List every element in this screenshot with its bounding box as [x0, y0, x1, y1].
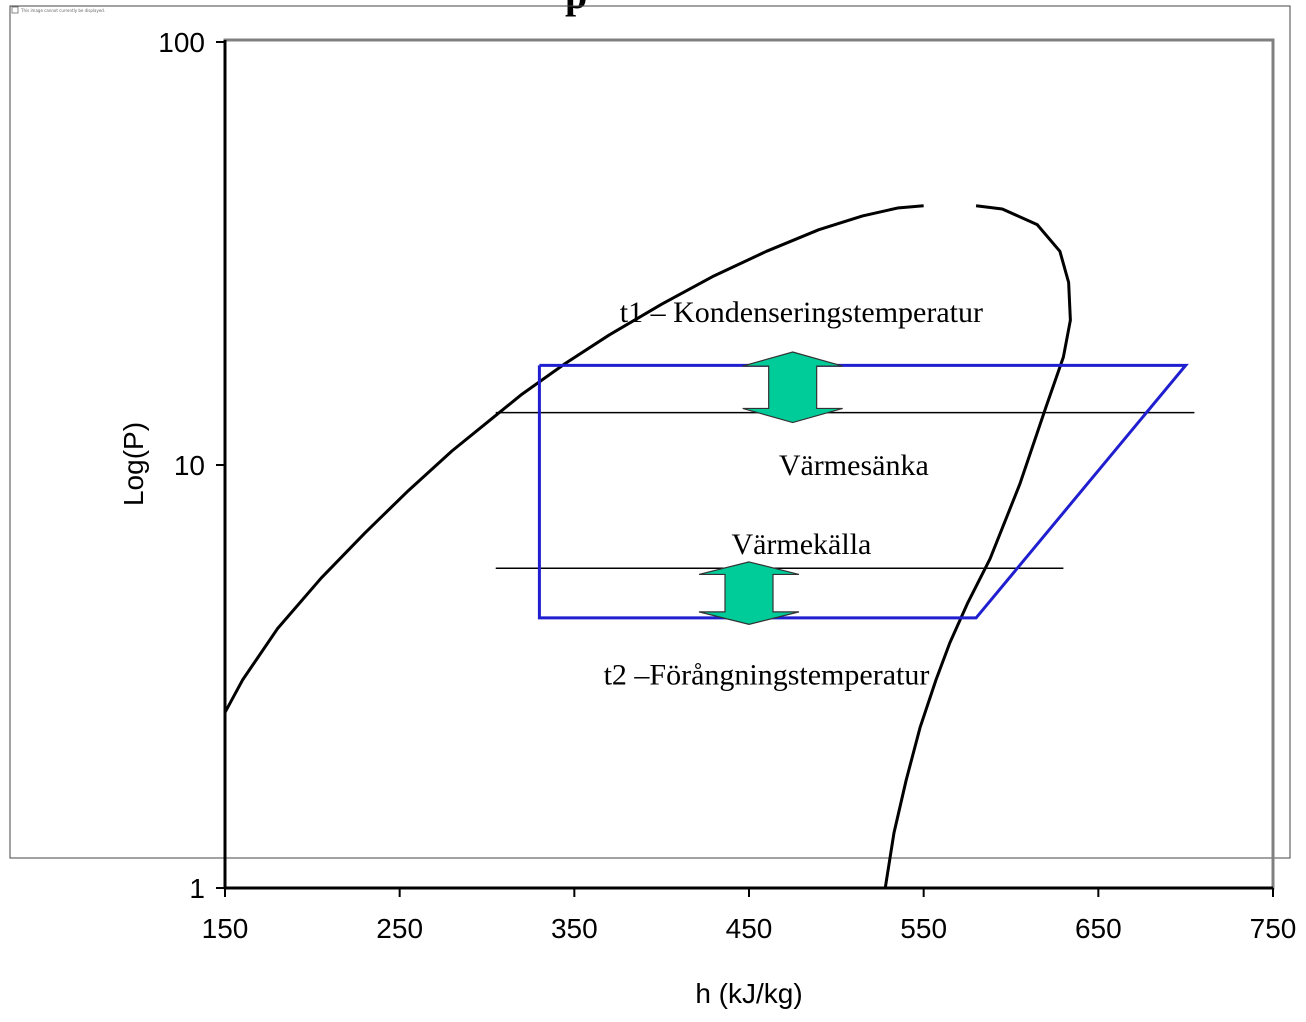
- x-axis-label: h (kJ/kg): [695, 978, 802, 1009]
- broken-image-text: This image cannot currently be displayed…: [20, 8, 105, 13]
- heat-pump-cycle: [537, 363, 1189, 620]
- broken-image-frame: [9, 5, 1291, 859]
- double-arrow-icon: [698, 561, 800, 625]
- title-fragment: p: [565, 0, 587, 17]
- annotation-label: Värmesänka: [779, 449, 929, 482]
- y-tick-label: 100: [158, 27, 205, 58]
- x-tick-label: 550: [900, 913, 947, 944]
- y-axis-label: Log(P): [118, 422, 149, 506]
- saturation-vapor-line: [883, 204, 1072, 889]
- overlay: t1 – Kondenseringstemperatur Värmesänka Vä…: [495, 296, 1195, 691]
- x-tick-label: 150: [202, 913, 249, 944]
- broken-image-icon: [11, 6, 19, 14]
- curves: [223, 204, 1072, 889]
- x-tick-label: 350: [551, 913, 598, 944]
- annotation-label: t2 –Förångningstemperatur: [604, 658, 930, 691]
- plot-frame: [223, 38, 1275, 890]
- x-tick-label: 750: [1250, 913, 1297, 944]
- annotation-label: Värmekälla: [731, 528, 871, 561]
- saturation-liquid-line: [223, 204, 924, 714]
- double-arrow-icon: [742, 351, 843, 424]
- y-tick-label: 10: [174, 450, 205, 481]
- x-tick-label: 250: [376, 913, 423, 944]
- y-tick-label: 1: [189, 873, 205, 904]
- x-tick-label: 450: [726, 913, 773, 944]
- annotation-label: t1 – Kondenseringstemperatur: [620, 296, 983, 329]
- x-tick-label: 650: [1075, 913, 1122, 944]
- axes: 150 250 350 450 550 650 750 1 10 100: [158, 27, 1296, 944]
